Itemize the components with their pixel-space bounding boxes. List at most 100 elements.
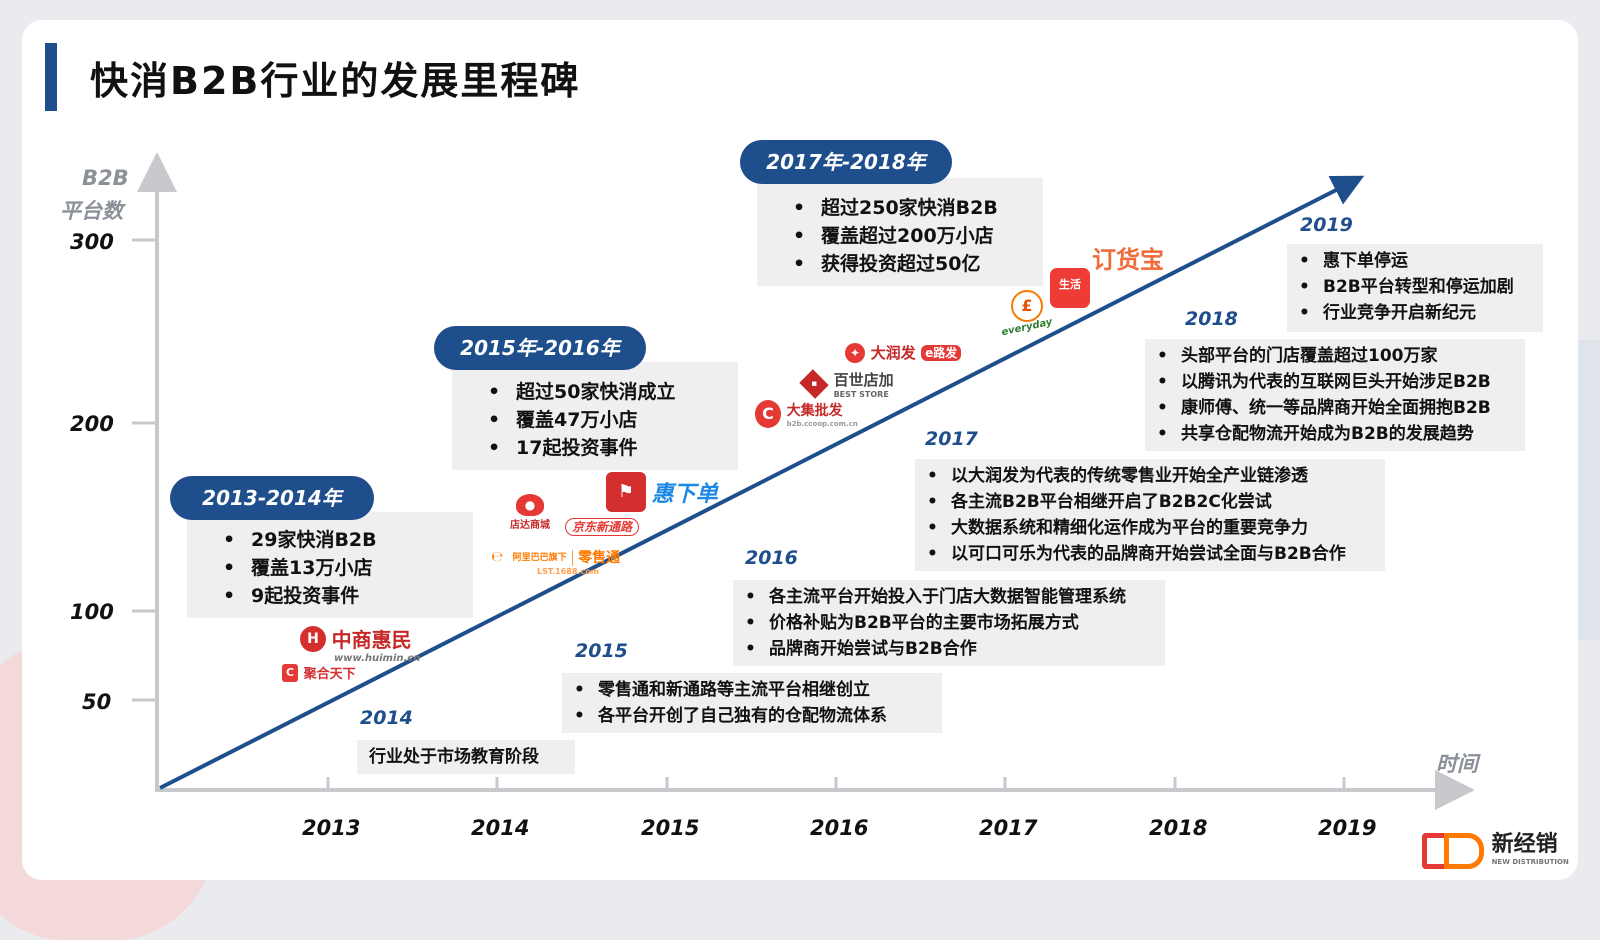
huimin-name: 中商惠民 xyxy=(331,628,412,652)
milestone-item: 以腾讯为代表的互联网巨头开始涉足B2B xyxy=(1145,369,1525,395)
era-item: 超过250家快消B2B xyxy=(757,194,1043,222)
y-tick-label-50: 50 xyxy=(82,690,112,714)
milestone-item: 大数据系统和精细化运作成为平台的重要竞争力 xyxy=(915,515,1385,541)
milestone-year-2018: 2018 xyxy=(1185,308,1238,330)
timeline-chart xyxy=(132,152,1475,810)
milestone-year-2015: 2015 xyxy=(575,640,628,662)
rtmart-logo: ✦ 大润发 e路发 xyxy=(845,342,962,363)
alibaba-icon: ℮ xyxy=(491,548,503,565)
daji-icon: C xyxy=(755,400,781,428)
huimin-icon: H xyxy=(300,625,326,652)
y-tick-label-100: 100 xyxy=(70,600,114,624)
era-pill-2017-2018: 2017年-2018年 xyxy=(740,140,952,184)
lst-sub: 阿里巴巴旗下 xyxy=(512,553,567,563)
era-box-2017-2018: 超过250家快消B2B 覆盖超过200万小店 获得投资超过50亿 xyxy=(757,178,1043,286)
juhui-logo: C 聚合天下 xyxy=(282,662,356,682)
title-accent-bar xyxy=(45,43,57,111)
x-tick-label-2016: 2016 xyxy=(810,816,869,840)
milestone-item: 行业竞争开启新纪元 xyxy=(1287,300,1543,326)
yisheng-logo: 生活 xyxy=(1050,268,1090,308)
daji-logo: C 大集批发 b2b.ccoop.com.cn xyxy=(755,400,858,428)
milestone-item: 价格补贴为B2B平台的主要市场拓展方式 xyxy=(733,610,1165,636)
jd-logo: 京东新通路 xyxy=(565,516,640,536)
milestone-item-text: 行业竞争开启新纪元 xyxy=(1323,303,1476,323)
huixiadan-icon: ⚑ xyxy=(606,472,646,512)
era-item: 9起投资事件 xyxy=(187,582,473,610)
milestone-box-2018: 头部平台的门店覆盖超过100万家 以腾讯为代表的互联网巨头开始涉足B2B 康师傅… xyxy=(1145,339,1525,451)
jd-name: 京东新通路 xyxy=(565,518,640,536)
era-item: 获得投资超过50亿 xyxy=(757,250,1043,278)
y-axis-label-line2: 平台数 xyxy=(60,199,123,223)
brand-sub: NEW DISTRIBUTION xyxy=(1491,858,1569,866)
milestone-year-2017: 2017 xyxy=(925,428,978,450)
milestone-item: 行业处于市场教育阶段 xyxy=(369,747,539,767)
rtmart-name: 大润发 xyxy=(870,344,916,362)
dinghuobao-name: 订货宝 xyxy=(1092,246,1164,274)
milestone-box-2017: 以大润发为代表的传统零售业开始全产业链渗透 各主流B2B平台相继开启了B2B2C… xyxy=(915,459,1385,571)
daji-url: b2b.ccoop.com.cn xyxy=(786,420,858,428)
milestone-item: 头部平台的门店覆盖超过100万家 xyxy=(1145,343,1525,369)
brand-name: 新经销 xyxy=(1491,832,1558,857)
milestone-item: 康师傅、统一等品牌商开始全面拥抱B2B xyxy=(1145,395,1525,421)
lst-url: LST.1688.com xyxy=(537,566,600,576)
era-pill-2013-2014: 2013-2014年 xyxy=(170,476,374,520)
era-box-2015-2016: 超过50家快消成立 覆盖47万小店 17起投资事件 xyxy=(452,362,738,470)
y-tick-label-300: 300 xyxy=(70,230,114,254)
diandian-name: 店达商城 xyxy=(510,520,550,531)
yisheng-name: 生活 xyxy=(1050,268,1090,308)
diandian-logo: ● 店达商城 xyxy=(504,494,556,531)
slide-title: 快消B2B行业的发展里程碑 xyxy=(90,59,581,103)
era-item: 17起投资事件 xyxy=(452,434,738,462)
growth-trend-arrow xyxy=(159,175,1365,790)
x-tick-label-2019: 2019 xyxy=(1318,816,1377,840)
milestone-item: 惠下单停运 xyxy=(1287,248,1543,274)
brand-logo: 新经销 NEW DISTRIBUTION xyxy=(1422,826,1569,869)
milestone-box-2015: 零售通和新通路等主流平台相继创立 各平台开创了自己独有的仓配物流体系 xyxy=(562,673,942,733)
era-item: 超过50家快消成立 xyxy=(452,378,738,406)
milestone-year-2016: 2016 xyxy=(745,547,798,569)
milestone-item: 共享仓配物流开始成为B2B的发展趋势 xyxy=(1145,421,1525,447)
milestone-year-2019: 2019 xyxy=(1300,214,1353,236)
x-tick-label-2013: 2013 xyxy=(302,816,361,840)
x-tick-label-2017: 2017 xyxy=(979,816,1038,840)
best-sub: BEST STORE xyxy=(833,390,889,399)
era-item: 覆盖超过200万小店 xyxy=(757,222,1043,250)
everyday-logo: £ everyday xyxy=(1000,290,1054,338)
era-item: 29家快消B2B xyxy=(187,526,473,554)
brand-mark-icon xyxy=(1422,829,1486,869)
era-item: 覆盖47万小店 xyxy=(452,406,738,434)
milestone-item: 各主流平台开始投入于门店大数据智能管理系统 xyxy=(733,584,1165,610)
milestone-item: 各主流B2B平台相继开启了B2B2C化尝试 xyxy=(915,489,1385,515)
juhui-icon: C xyxy=(282,663,298,682)
daji-name: 大集批发 xyxy=(786,403,843,419)
juhui-name: 聚合天下 xyxy=(303,667,356,682)
milestone-item: 品牌商开始尝试与B2B合作 xyxy=(733,636,1165,662)
milestone-item: 零售通和新通路等主流平台相继创立 xyxy=(562,677,942,703)
huixiadan-name: 惠下单 xyxy=(651,482,718,507)
rtmart-icon: ✦ xyxy=(845,342,865,363)
huimin-logo: H 中商惠民 www.huimin.cn xyxy=(300,624,420,664)
x-axis-label: 时间 xyxy=(1436,752,1478,776)
y-tick-label-200: 200 xyxy=(70,412,114,436)
everyday-icon: £ xyxy=(1011,290,1043,322)
x-tick-label-2018: 2018 xyxy=(1149,816,1208,840)
best-icon: ◆ xyxy=(799,369,829,399)
rtmart-sub: e路发 xyxy=(921,345,962,361)
era-box-2013-2014: 29家快消B2B 覆盖13万小店 9起投资事件 xyxy=(187,512,473,618)
x-tick-label-2015: 2015 xyxy=(641,816,700,840)
dinghuobao-logo: 订货宝 xyxy=(1092,240,1164,275)
huimin-url: www.huimin.cn xyxy=(334,653,421,664)
lst-name: 零售通 xyxy=(572,549,621,566)
huixiadan-logo: ⚑ 惠下单 xyxy=(606,472,718,512)
best-store-logo: ◆ 百世店加 BEST STORE xyxy=(799,369,894,399)
milestone-item: 以可口可乐为代表的品牌商开始尝试全面与B2B合作 xyxy=(915,541,1385,567)
milestone-box-2014: 行业处于市场教育阶段 xyxy=(357,740,575,774)
best-name: 百世店加 xyxy=(833,371,894,389)
x-tick-label-2014: 2014 xyxy=(471,816,530,840)
era-pill-2015-2016: 2015年-2016年 xyxy=(434,326,646,370)
milestone-item: 以大润发为代表的传统零售业开始全产业链渗透 xyxy=(915,463,1385,489)
milestone-year-2014: 2014 xyxy=(360,707,413,729)
milestone-item: B2B平台转型和停运加剧 xyxy=(1287,274,1543,300)
lst-logo: ℮ 阿里巴巴旗下 零售通 LST.1688.com xyxy=(487,546,621,576)
y-axis-label-line1: B2B xyxy=(82,166,129,190)
